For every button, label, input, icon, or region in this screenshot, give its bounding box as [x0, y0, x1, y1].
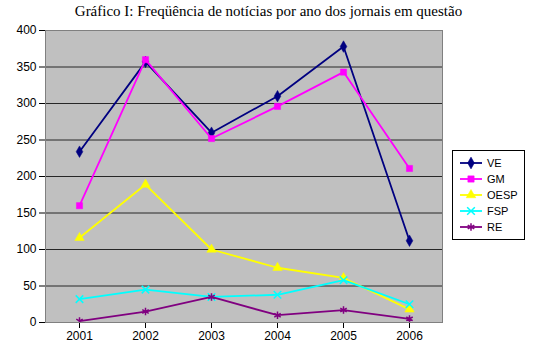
svg-text:2006: 2006 — [396, 329, 423, 343]
svg-text:2003: 2003 — [198, 329, 225, 343]
svg-text:150: 150 — [16, 206, 36, 220]
svg-text:2004: 2004 — [264, 329, 291, 343]
svg-text:2005: 2005 — [330, 329, 357, 343]
svg-text:250: 250 — [16, 133, 36, 147]
svg-text:0: 0 — [30, 315, 37, 329]
html-text:Gráfico I: Freqüência de notíc: Gráfico I: Freqüência de notícias por an… — [74, 3, 463, 19]
svg-text:350: 350 — [16, 60, 36, 74]
html-text:FSP: FSP — [487, 205, 509, 217]
svg-text:2001: 2001 — [66, 329, 93, 343]
html-text:VE: VE — [487, 157, 502, 169]
svg-text:400: 400 — [16, 23, 36, 37]
svg-text:100: 100 — [16, 242, 36, 256]
svg-text:200: 200 — [16, 169, 36, 183]
svg-text:50: 50 — [23, 279, 37, 293]
html-text:RE: RE — [487, 221, 503, 233]
html-text:OESP: OESP — [487, 189, 518, 201]
svg-text:2002: 2002 — [132, 329, 159, 343]
html-text:GM: GM — [487, 173, 505, 185]
svg-text:300: 300 — [16, 96, 36, 110]
